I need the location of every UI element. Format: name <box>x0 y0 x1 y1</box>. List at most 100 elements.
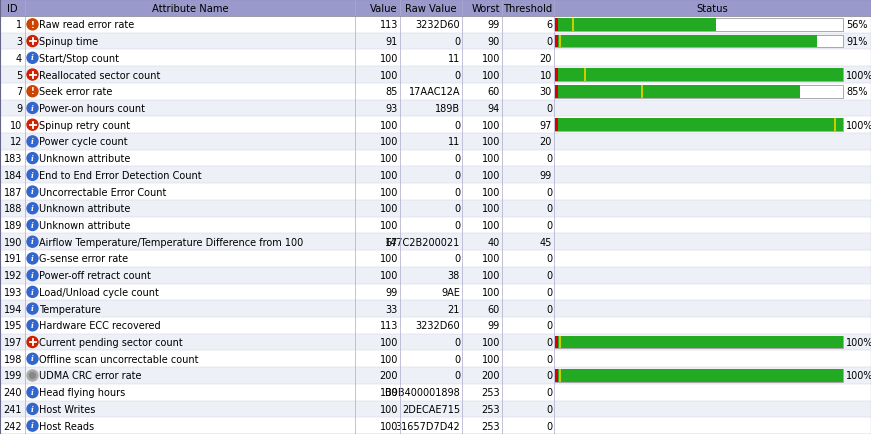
Bar <box>834 119 836 132</box>
Text: 100: 100 <box>380 70 398 80</box>
Text: 0: 0 <box>546 387 552 397</box>
Text: i: i <box>31 288 34 296</box>
Text: 0: 0 <box>546 204 552 214</box>
Text: 100: 100 <box>482 120 500 130</box>
Text: i: i <box>31 271 34 279</box>
Text: 100: 100 <box>482 204 500 214</box>
Text: 0: 0 <box>546 371 552 381</box>
Bar <box>559 369 561 382</box>
Text: i: i <box>31 255 34 263</box>
Bar <box>555 369 843 382</box>
Text: 100: 100 <box>482 287 500 297</box>
Text: 0: 0 <box>454 171 460 181</box>
Text: 5: 5 <box>16 70 22 80</box>
Text: 200: 200 <box>380 371 398 381</box>
Bar <box>555 36 558 48</box>
Text: 97: 97 <box>540 120 552 130</box>
Text: 100: 100 <box>482 254 500 264</box>
Text: 99: 99 <box>488 20 500 30</box>
Circle shape <box>27 353 38 365</box>
Bar <box>555 85 800 99</box>
Text: Worst: Worst <box>471 3 500 13</box>
Bar <box>555 85 558 99</box>
Text: 9AE: 9AE <box>441 287 460 297</box>
Text: 12: 12 <box>10 137 22 147</box>
Text: Offline scan uncorrectable count: Offline scan uncorrectable count <box>39 354 199 364</box>
Text: Threshold: Threshold <box>503 3 552 13</box>
Text: 85: 85 <box>386 87 398 97</box>
Circle shape <box>27 86 38 98</box>
Text: 100: 100 <box>482 270 500 280</box>
Text: 6: 6 <box>546 20 552 30</box>
Text: 0: 0 <box>546 187 552 197</box>
Bar <box>641 85 644 99</box>
Circle shape <box>27 253 38 264</box>
Text: 0: 0 <box>454 371 460 381</box>
Text: Unknown attribute: Unknown attribute <box>39 220 131 230</box>
Text: 184: 184 <box>3 171 22 181</box>
Text: i: i <box>31 388 34 396</box>
Text: 20: 20 <box>540 54 552 64</box>
Text: i: i <box>31 355 34 363</box>
Text: B9B400001898: B9B400001898 <box>385 387 460 397</box>
Text: 192: 192 <box>3 270 22 280</box>
Text: Seek error rate: Seek error rate <box>39 87 112 97</box>
Text: i: i <box>31 305 34 312</box>
Bar <box>555 336 843 349</box>
Text: 93: 93 <box>386 104 398 114</box>
Text: 191: 191 <box>3 254 22 264</box>
Text: i: i <box>31 105 34 112</box>
Text: 100: 100 <box>380 270 398 280</box>
Text: i: i <box>31 421 34 429</box>
Text: Head flying hours: Head flying hours <box>39 387 125 397</box>
Bar <box>0 84 871 100</box>
Bar <box>0 250 871 267</box>
Text: 90: 90 <box>488 37 500 47</box>
Circle shape <box>27 303 38 314</box>
Text: i: i <box>31 221 34 229</box>
Circle shape <box>27 270 38 281</box>
Text: 100: 100 <box>380 337 398 347</box>
Text: 3: 3 <box>16 37 22 47</box>
Circle shape <box>27 237 38 248</box>
Circle shape <box>27 53 38 64</box>
Text: Spinup retry count: Spinup retry count <box>39 120 130 130</box>
Text: 0: 0 <box>546 104 552 114</box>
Bar <box>555 119 843 132</box>
Bar <box>0 267 871 284</box>
Bar <box>0 401 871 418</box>
Bar <box>0 334 871 351</box>
Text: 100: 100 <box>380 220 398 230</box>
Bar <box>0 351 871 367</box>
Bar <box>555 69 558 82</box>
Text: 100: 100 <box>380 171 398 181</box>
Text: 100: 100 <box>380 404 398 414</box>
Bar <box>0 67 871 84</box>
Text: 0: 0 <box>454 120 460 130</box>
Text: Temperature: Temperature <box>39 304 101 314</box>
Text: Host Writes: Host Writes <box>39 404 96 414</box>
Circle shape <box>27 120 38 131</box>
Text: !: ! <box>30 20 35 30</box>
Circle shape <box>27 153 38 164</box>
Bar <box>555 119 558 132</box>
Circle shape <box>27 20 38 31</box>
Text: 193: 193 <box>3 287 22 297</box>
Bar <box>0 217 871 234</box>
Text: 183: 183 <box>3 154 22 164</box>
Text: Raw Value: Raw Value <box>405 3 456 13</box>
Bar <box>555 336 558 349</box>
Text: 100%: 100% <box>846 337 871 347</box>
Text: 0: 0 <box>454 337 460 347</box>
Circle shape <box>27 404 38 414</box>
Text: Hardware ECC recovered: Hardware ECC recovered <box>39 321 160 331</box>
Text: Start/Stop count: Start/Stop count <box>39 54 119 64</box>
Text: 242: 242 <box>3 421 22 431</box>
Bar <box>555 36 843 48</box>
Text: 99: 99 <box>540 171 552 181</box>
Text: 240: 240 <box>3 387 22 397</box>
Text: Value: Value <box>370 3 398 13</box>
Text: Uncorrectable Error Count: Uncorrectable Error Count <box>39 187 166 197</box>
Bar <box>559 336 561 349</box>
Text: End to End Error Detection Count: End to End Error Detection Count <box>39 171 201 181</box>
